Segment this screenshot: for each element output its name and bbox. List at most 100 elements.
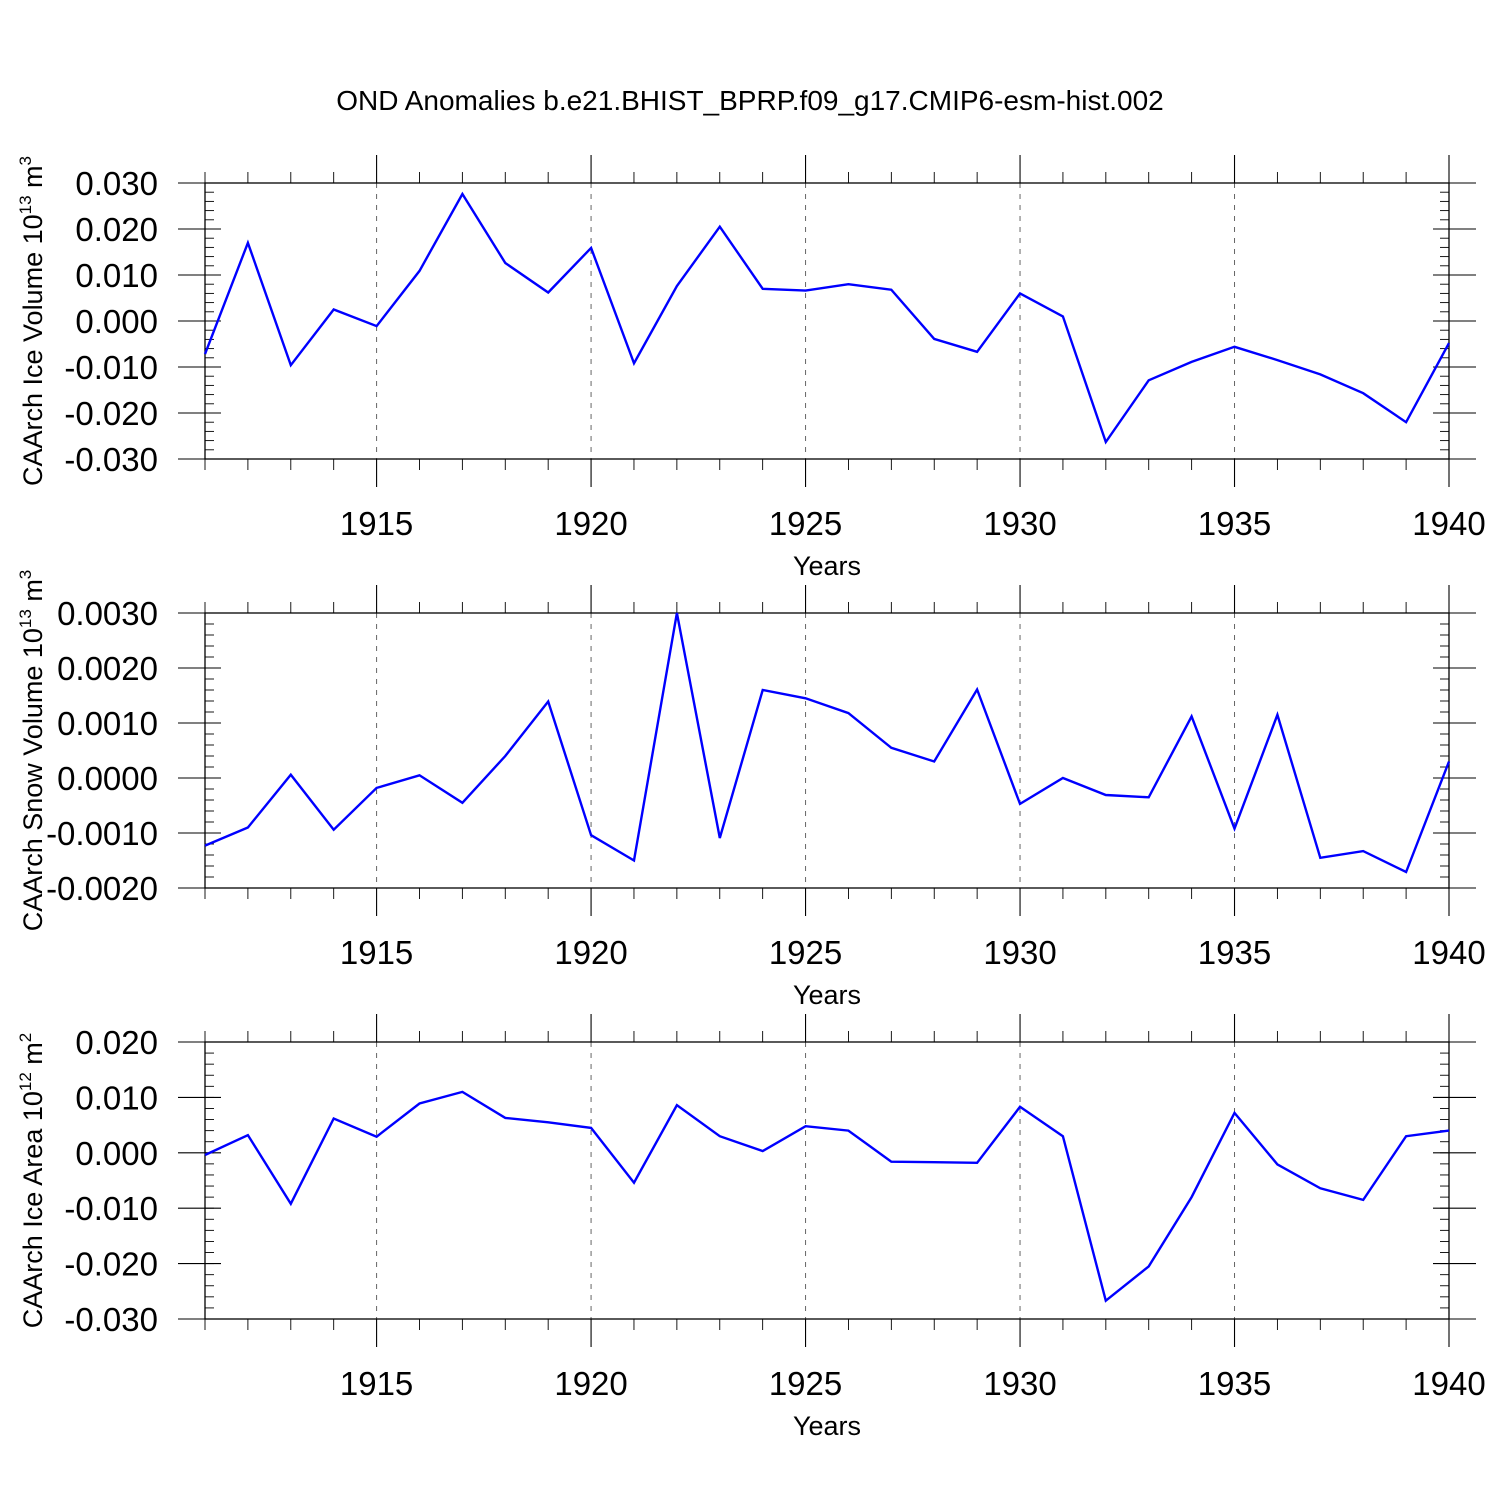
data-point — [933, 760, 935, 762]
y-axis-label-exponent: 13 — [16, 195, 35, 214]
data-point — [1362, 392, 1364, 394]
data-point — [1319, 373, 1321, 375]
y-tick-label: 0.0020 — [57, 650, 158, 687]
x-tick-label: 1940 — [1412, 934, 1485, 971]
data-point — [590, 834, 592, 836]
data-point — [1276, 714, 1278, 716]
x-tick-label: 1940 — [1412, 1365, 1485, 1402]
y-tick-label: -0.0010 — [46, 815, 158, 852]
x-tick-label: 1925 — [769, 934, 842, 971]
data-point — [1405, 421, 1407, 423]
data-point — [976, 688, 978, 690]
data-point — [633, 362, 635, 364]
data-point — [719, 1135, 721, 1137]
y-axis-label-exponent: 12 — [16, 1072, 35, 1091]
x-tick-label: 1935 — [1198, 505, 1271, 542]
y-axis-label: CAArch Snow Volume 1013 m3 — [16, 570, 48, 932]
data-point — [1019, 1106, 1021, 1108]
y-tick-label: 0.020 — [75, 211, 158, 248]
data-point — [633, 859, 635, 861]
data-point — [461, 193, 463, 195]
data-point — [719, 837, 721, 839]
data-point — [633, 1182, 635, 1184]
y-tick-label: -0.030 — [64, 1301, 158, 1338]
y-tick-label: 0.000 — [75, 1135, 158, 1172]
data-point — [375, 1136, 377, 1138]
data-point — [375, 325, 377, 327]
data-point — [933, 338, 935, 340]
data-point — [1148, 796, 1150, 798]
data-point — [804, 1125, 806, 1127]
x-tick-label: 1925 — [769, 505, 842, 542]
data-point — [890, 747, 892, 749]
data-point — [761, 689, 763, 691]
panel-ice-volume: 0.030 0.020 0.010 0.000 -0.010 -0.020 -0.030 19… — [16, 155, 1486, 581]
data-point — [332, 829, 334, 831]
x-tick-label: 1930 — [983, 934, 1056, 971]
data-point — [1019, 292, 1021, 294]
x-tick-label: 1915 — [340, 1365, 413, 1402]
x-axis-label: Years — [793, 1411, 861, 1441]
data-point — [290, 774, 292, 776]
x-axis-label: Years — [793, 980, 861, 1010]
series-line — [203, 191, 1451, 445]
data-point — [547, 700, 549, 702]
data-point — [461, 1091, 463, 1093]
data-point — [1190, 361, 1192, 363]
data-point — [804, 697, 806, 699]
data-point — [1276, 359, 1278, 361]
plot-frame — [204, 612, 1450, 889]
y-tick-label: -0.010 — [64, 1190, 158, 1227]
data-point — [847, 1129, 849, 1131]
data-point — [1362, 1199, 1364, 1201]
data-point — [204, 353, 206, 355]
x-tick-label: 1935 — [1198, 1365, 1271, 1402]
x-axis-label: Years — [793, 551, 861, 581]
data-point — [1190, 715, 1192, 717]
data-point — [547, 1121, 549, 1123]
panels: 0.030 0.020 0.010 0.000 -0.010 -0.020 -0.030 19… — [16, 155, 1486, 1441]
data-point — [332, 308, 334, 310]
data-point — [1405, 871, 1407, 873]
data-point — [1233, 346, 1235, 348]
x-tick-label: 1930 — [983, 505, 1056, 542]
y-tick-label: -0.020 — [64, 395, 158, 432]
y-axis-label-exponent: 13 — [16, 609, 35, 628]
y-axis-label: CAArch Ice Volume 1013 m3 — [16, 156, 48, 486]
y-tick-label: 0.030 — [75, 165, 158, 202]
y-tick-label: 0.0030 — [57, 595, 158, 632]
data-point — [1105, 441, 1107, 443]
data-point — [1233, 1112, 1235, 1114]
y-tick-label: -0.020 — [64, 1246, 158, 1283]
y-tick-label: 0.010 — [75, 1079, 158, 1116]
data-point — [204, 844, 206, 846]
data-point — [890, 1160, 892, 1162]
y-axis-label-unit: m — [18, 579, 48, 609]
x-tick-label: 1925 — [769, 1365, 842, 1402]
data-point — [332, 1117, 334, 1119]
data-point — [1448, 342, 1450, 344]
y-axis-label: CAArch Ice Area 1012 m2 — [16, 1033, 48, 1329]
x-tick-label: 1930 — [983, 1365, 1056, 1402]
x-tick-label: 1920 — [554, 934, 627, 971]
data-point — [1362, 850, 1364, 852]
data-point — [1448, 760, 1450, 762]
y-axis-label-base: CAArch Ice Volume 10 — [18, 214, 48, 486]
data-point — [847, 283, 849, 285]
y-axis-label-base: CAArch Snow Volume 10 — [18, 628, 48, 931]
data-point — [204, 1154, 206, 1156]
y-axis-label-unit: m — [18, 165, 48, 195]
plot-frame — [204, 1041, 1450, 1320]
data-point — [418, 1102, 420, 1104]
x-tick-label: 1915 — [340, 505, 413, 542]
series-line — [204, 1090, 1450, 1303]
figure-title: OND Anomalies b.e21.BHIST_BPRP.f09_g17.C… — [336, 85, 1163, 116]
data-point — [290, 1203, 292, 1205]
data-point — [1148, 1265, 1150, 1267]
data-point — [290, 364, 292, 366]
data-point — [418, 774, 420, 776]
y-axis-label-unit-exponent: 2 — [16, 1033, 35, 1042]
data-point — [247, 1134, 249, 1136]
data-point — [1276, 1163, 1278, 1165]
